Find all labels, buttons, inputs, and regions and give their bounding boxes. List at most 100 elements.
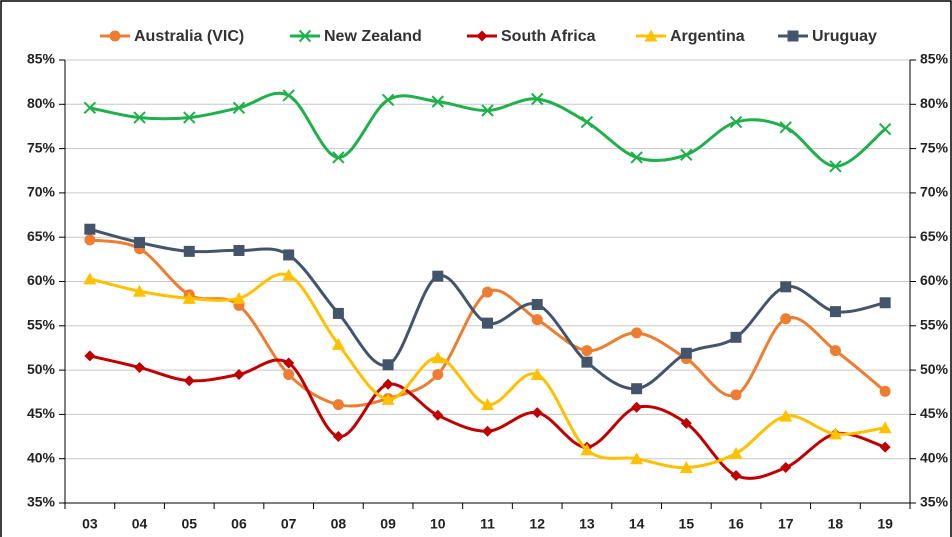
y2-tick-label: 40%: [920, 449, 949, 465]
x-tick-label: 08: [331, 516, 347, 532]
y-tick-label: 40%: [27, 449, 56, 465]
marker: [631, 383, 643, 395]
marker: [381, 392, 395, 405]
x-tick-label: 03: [82, 516, 98, 532]
marker: [878, 122, 892, 136]
marker: [283, 249, 295, 261]
y2-tick-label: 65%: [920, 228, 949, 244]
marker: [182, 291, 196, 304]
marker: [432, 369, 444, 381]
marker: [644, 29, 658, 42]
marker: [332, 307, 344, 319]
x-tick-label: 10: [430, 516, 446, 532]
x-tick-label: 05: [181, 516, 197, 532]
marker: [283, 369, 295, 381]
y-tick-label: 80%: [27, 95, 56, 111]
marker: [84, 234, 96, 246]
y-tick-label: 35%: [27, 494, 56, 510]
marker: [879, 385, 891, 397]
marker: [779, 409, 793, 422]
marker: [232, 291, 246, 304]
x-tick-label: 13: [579, 516, 595, 532]
y-tick-label: 55%: [27, 317, 56, 333]
marker: [382, 359, 394, 371]
marker: [531, 407, 543, 419]
legend-entry: Australia (VIC): [100, 28, 244, 45]
marker: [630, 151, 643, 164]
marker: [332, 431, 344, 443]
marker: [283, 357, 295, 369]
marker: [381, 93, 395, 107]
marker: [829, 306, 841, 318]
marker: [779, 121, 792, 134]
legend-label: New Zealand: [324, 28, 422, 45]
legend-entry: Uruguay: [778, 28, 877, 45]
marker: [481, 104, 494, 117]
marker: [531, 314, 543, 326]
marker: [729, 446, 743, 459]
marker: [282, 89, 295, 102]
y-tick-label: 50%: [27, 361, 56, 377]
marker: [581, 345, 593, 357]
marker: [530, 92, 544, 106]
marker: [331, 337, 345, 350]
legend-entry: Argentina: [636, 28, 745, 45]
legend-label: Argentina: [670, 28, 745, 45]
marker: [482, 317, 493, 329]
marker: [780, 313, 792, 325]
marker: [233, 369, 245, 381]
y2-tick-label: 70%: [920, 184, 949, 200]
marker: [780, 462, 792, 474]
marker: [233, 244, 245, 256]
marker: [133, 111, 146, 124]
legend-entry: South Africa: [467, 28, 596, 45]
y-tick-label: 75%: [27, 139, 56, 155]
marker: [482, 425, 493, 437]
y2-tick-label: 75%: [920, 139, 949, 155]
marker: [431, 95, 445, 108]
marker: [298, 29, 312, 43]
legend-label: Australia (VIC): [134, 28, 244, 45]
x-tick-label: 15: [679, 516, 695, 532]
marker: [829, 160, 842, 173]
marker: [133, 284, 147, 297]
x-tick-label: 14: [629, 516, 645, 532]
marker: [531, 299, 543, 311]
marker: [109, 30, 121, 42]
marker: [134, 361, 146, 373]
marker: [183, 375, 195, 387]
marker: [580, 443, 594, 456]
marker: [482, 286, 493, 298]
legend-label: South Africa: [501, 28, 596, 45]
marker: [730, 470, 742, 482]
y2-tick-label: 50%: [920, 361, 949, 377]
marker: [530, 368, 544, 381]
marker: [787, 30, 799, 42]
x-tick-label: 19: [877, 516, 893, 532]
y2-tick-label: 60%: [920, 272, 949, 288]
marker: [282, 268, 296, 281]
marker: [432, 270, 444, 282]
y-tick-label: 65%: [27, 228, 56, 244]
marker: [83, 101, 97, 115]
marker: [631, 327, 643, 339]
marker: [680, 148, 693, 162]
y-tick-label: 60%: [27, 272, 56, 288]
x-tick-label: 16: [728, 516, 744, 532]
y2-tick-label: 35%: [920, 494, 949, 510]
marker: [432, 409, 444, 421]
marker: [183, 111, 196, 124]
marker: [829, 345, 841, 357]
marker: [581, 356, 593, 368]
marker: [431, 351, 445, 364]
legend-label: Uruguay: [812, 28, 877, 45]
x-tick-label: 18: [828, 516, 844, 532]
x-tick-label: 11: [480, 516, 495, 532]
marker: [680, 347, 692, 359]
marker: [680, 417, 692, 429]
marker: [332, 151, 345, 164]
x-tick-label: 12: [529, 516, 545, 532]
marker: [134, 237, 146, 249]
legend: Australia (VIC) New Zealand South Africa Ar…: [100, 28, 877, 45]
